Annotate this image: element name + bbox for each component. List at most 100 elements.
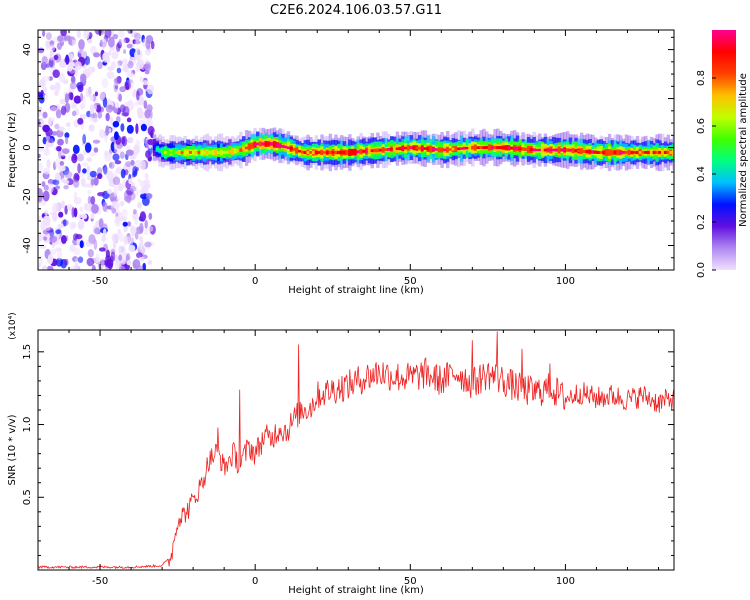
ridge-cell (658, 151, 662, 154)
noise-blob (145, 192, 153, 200)
noise-blob (137, 201, 143, 209)
noise-blob (90, 152, 96, 157)
colorbar-tick-label: 0.6 (696, 118, 707, 134)
ridge-cell (476, 146, 481, 149)
ridge-cell (345, 150, 349, 155)
noise-blob (69, 61, 76, 67)
noise-blob (54, 123, 60, 130)
noise-blob (127, 30, 134, 34)
noise-blob (45, 140, 49, 151)
y-tick-label: 1.0 (22, 417, 33, 433)
x-tick-label: 50 (404, 276, 417, 287)
noise-blob (52, 69, 60, 78)
noise-blob (128, 244, 136, 253)
noise-blob (83, 202, 89, 211)
noise-blob (58, 211, 64, 218)
noise-blob (39, 201, 47, 206)
ridge-cell (186, 151, 190, 154)
ridge-cell (485, 145, 489, 150)
ridge-cell (211, 151, 215, 154)
noise-blob (101, 78, 109, 89)
ridge-cell (258, 142, 263, 146)
noise-blob (147, 139, 155, 146)
ridge-cell (404, 146, 408, 150)
ridge-cell (370, 149, 374, 152)
noise-blob (144, 241, 152, 248)
noise-blob (117, 228, 121, 235)
colorbar-tick-label: 0.4 (696, 166, 707, 182)
ridge-cell (381, 148, 386, 152)
ridge-cell (387, 148, 391, 151)
ridge-cell (630, 150, 634, 155)
colorbar-tick-label: 0.0 (696, 262, 707, 278)
ridge-cell (454, 147, 458, 151)
ridge-cell (571, 149, 575, 152)
noise-blob (106, 71, 115, 80)
noise-blob (71, 154, 78, 164)
noise-blob (49, 235, 58, 243)
ridge-cell (540, 148, 545, 152)
ridge-cell (535, 148, 539, 152)
ridge-cell (448, 148, 453, 151)
ridge-cell (309, 151, 313, 154)
noise-blob (70, 101, 76, 109)
ridge-cell (398, 146, 402, 151)
noise-blob (139, 211, 146, 222)
ridge-cell (406, 146, 411, 150)
noise-blob (123, 235, 129, 246)
ridge-cell (669, 150, 673, 154)
noise-blob (87, 195, 92, 205)
ridge-cell (546, 148, 550, 152)
y-tick-label: 0.5 (22, 489, 33, 505)
noise-blob (86, 257, 95, 267)
noise-blob (148, 212, 153, 220)
x-tick-label: -50 (92, 276, 108, 287)
noise-blob (126, 43, 133, 49)
x-tick-label: 0 (252, 576, 258, 587)
noise-blob (53, 54, 59, 61)
noise-blob (101, 234, 106, 243)
noise-blob (101, 52, 110, 63)
noise-blob (90, 45, 97, 55)
noise-blob (79, 114, 87, 120)
ridge-cell (529, 148, 534, 152)
ridge-cell (616, 150, 620, 154)
y-tick-label: -20 (22, 188, 33, 204)
noise-blob (58, 72, 66, 83)
noise-blob (77, 117, 84, 125)
ridge-cell (451, 147, 455, 151)
noise-blob (78, 39, 85, 50)
ridge-cell (471, 145, 475, 150)
noise-blob (93, 52, 100, 58)
noise-blob (120, 123, 125, 132)
ridge-cell (672, 150, 674, 155)
ridge-cell (356, 150, 360, 154)
noise-blob (56, 42, 63, 50)
noise-blob (118, 30, 125, 38)
ridge-cell (577, 149, 581, 153)
ridge-cell (359, 150, 363, 153)
noise-blob (108, 161, 115, 169)
noise-blob (140, 123, 147, 132)
ridge-cell (543, 148, 548, 152)
ridge-cell (532, 148, 536, 152)
ridge-cell (392, 147, 397, 151)
noise-blob (58, 165, 62, 173)
ridge-cell (284, 145, 288, 149)
noise-blob (44, 209, 49, 216)
noise-blob (41, 56, 48, 65)
noise-blob (91, 264, 96, 270)
noise-blob (43, 75, 51, 82)
noise-blob (42, 111, 48, 119)
noise-blob (60, 105, 67, 116)
ridge-cell (563, 148, 567, 152)
ridge-cell (351, 150, 355, 154)
noise-blob (145, 39, 151, 50)
ridge-cell (446, 148, 450, 151)
noise-blob (112, 176, 121, 185)
spectrogram-panel: -50 0 50 100 -40 -20 0 20 40 Height of straight… (7, 29, 675, 296)
ridge-cell (231, 149, 235, 153)
ridge-cell (286, 146, 291, 149)
ridge-cell (482, 146, 486, 150)
spectrogram-x-ticks: -50 0 50 100 (68, 30, 659, 287)
